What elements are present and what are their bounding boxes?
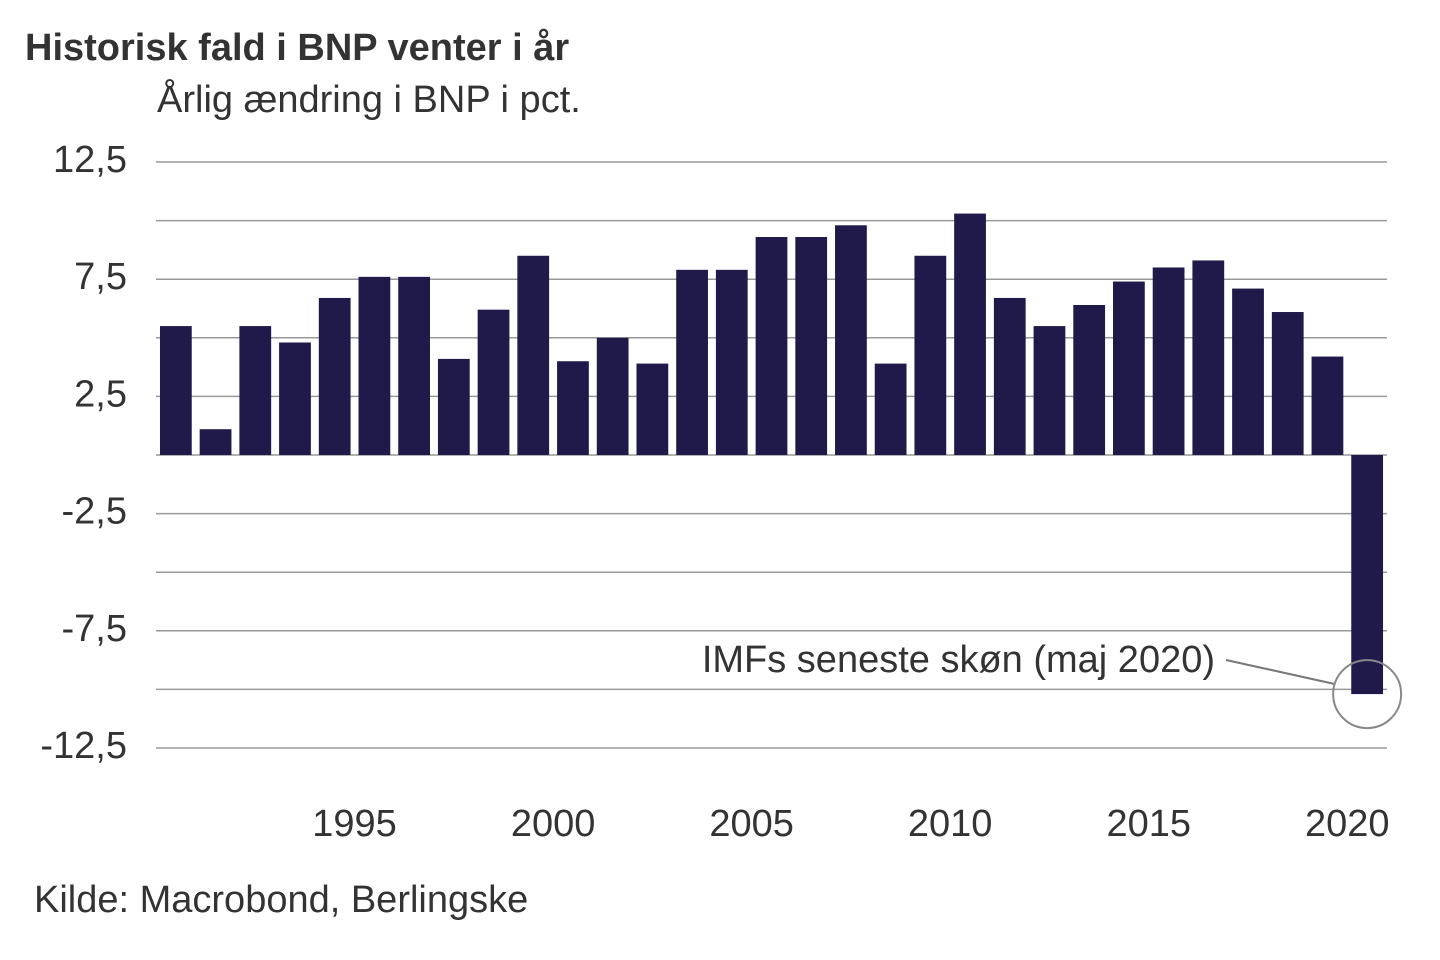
x-tick-label: 2020 (1305, 803, 1390, 845)
chart-title: Historisk fald i BNP venter i år (25, 27, 569, 69)
bar (279, 342, 311, 455)
bar (557, 361, 589, 455)
x-tick-label: 2005 (709, 803, 794, 845)
x-tick-label: 2015 (1106, 803, 1191, 845)
annotation: IMFs seneste skøn (maj 2020) (702, 639, 1215, 681)
bar (993, 297, 1026, 455)
bar (199, 429, 232, 455)
annotation-circle (1332, 659, 1403, 730)
bar (318, 297, 351, 455)
bar (437, 358, 470, 455)
chart-subtitle: Årlig ændring i BNP i pct. (157, 77, 581, 121)
bar (954, 213, 986, 455)
bar (1073, 304, 1106, 455)
y-tick-label: 2,5 (74, 373, 127, 415)
x-tick-label: 1995 (312, 803, 397, 845)
bar (358, 276, 391, 455)
source: Kilde: Macrobond, Berlingske (34, 879, 528, 921)
bar (1033, 326, 1066, 455)
bar (1232, 288, 1264, 455)
bar (1271, 312, 1304, 455)
y-tick-label: 7,5 (74, 256, 127, 298)
bar (517, 255, 550, 455)
bar (676, 269, 708, 455)
annotation-line (1225, 659, 1336, 686)
bar (795, 237, 828, 455)
y-tick-label: -7,5 (62, 608, 127, 650)
bar (1113, 281, 1145, 455)
x-tick-label: 2000 (511, 803, 596, 845)
bar (477, 309, 510, 455)
bar (715, 269, 748, 455)
bar (1311, 356, 1344, 455)
bar (1192, 260, 1225, 455)
bar (636, 363, 669, 455)
y-tick-label: -2,5 (62, 491, 127, 533)
y-tick-label: 12,5 (53, 139, 127, 181)
bar (239, 326, 272, 455)
y-tick-label: -12,5 (40, 725, 127, 767)
bar (755, 237, 788, 455)
x-tick-label: 2010 (908, 803, 993, 845)
bar (914, 255, 947, 455)
bar (874, 363, 907, 455)
bar (159, 326, 192, 455)
bar (1152, 267, 1185, 455)
bar (835, 225, 867, 455)
bar (1351, 455, 1384, 695)
bar (596, 337, 629, 455)
bar (398, 276, 430, 455)
